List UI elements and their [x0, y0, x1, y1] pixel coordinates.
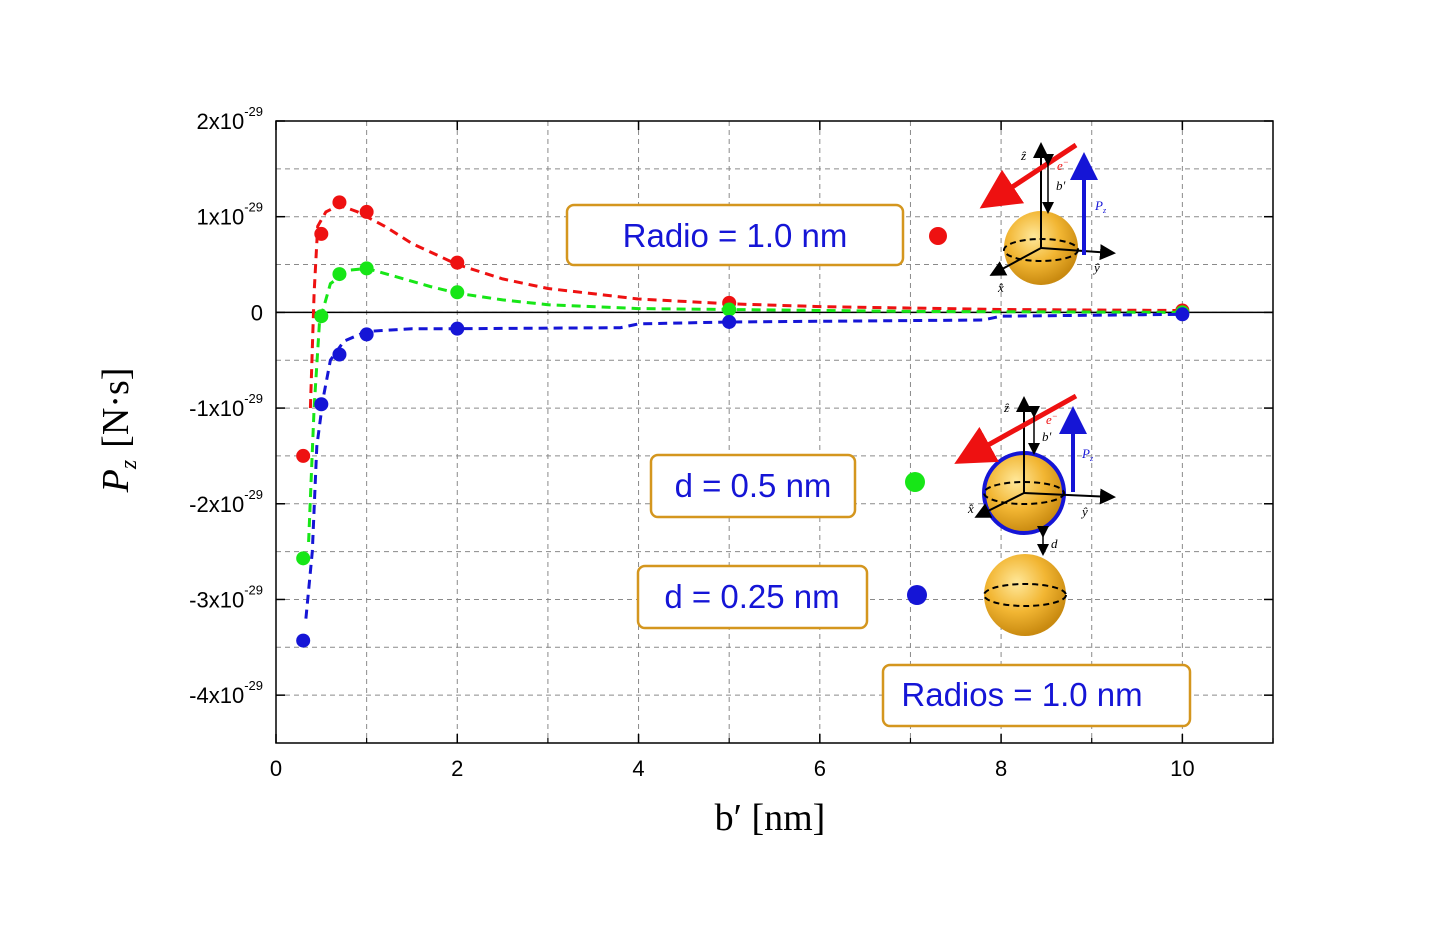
series-2-point	[296, 633, 311, 648]
series-2-point	[332, 347, 347, 362]
legend-box	[649, 453, 857, 519]
series-2-point	[450, 321, 465, 336]
series-1-point	[359, 261, 374, 276]
x-tick-label: 4	[632, 756, 644, 781]
y-axis-unit: [N·s]	[95, 368, 137, 448]
legend-radio: Radio = 1.0 nm	[565, 203, 947, 267]
inset-two-spheres: ẑ ŷ x̂ b′ e− Pz d	[954, 393, 1116, 636]
series-2-point	[314, 397, 329, 412]
y-tick-labels: 2x10-29 1x10-29 0 -1x10-29 -2x10-29 -3x10-29 -…	[189, 104, 263, 708]
series-0-dashed-line	[308, 203, 1183, 409]
x-tick-label: 6	[814, 756, 826, 781]
series-0-point	[359, 204, 374, 219]
note-box	[881, 663, 1192, 728]
y-tick-label: 2x10-29	[196, 104, 263, 134]
pz-label: Pz	[1094, 198, 1107, 215]
legend-marker-red	[929, 227, 947, 245]
z-hat-label: ẑ	[1003, 400, 1010, 415]
svg-text:Pz[N·s]: Pz [N·s]	[95, 368, 142, 494]
b-prime-label: b′	[1042, 429, 1052, 444]
series-2-point	[722, 314, 737, 329]
legend-box	[636, 564, 869, 630]
x-tick-label: 2	[451, 756, 463, 781]
legend-d05: d = 0.5 nm	[649, 453, 925, 519]
legend-label-d05: d = 0.5 nm	[675, 467, 832, 504]
x-tick-labels: 0 2 4 6 8 10	[270, 756, 1195, 781]
series-1-point	[314, 309, 329, 324]
gold-sphere-lower	[984, 554, 1066, 636]
pz-label: Pz	[1081, 446, 1094, 463]
series-0-point	[314, 226, 329, 241]
legend-d025: d = 0.25 nm	[636, 564, 927, 630]
x-tick-label: 8	[995, 756, 1007, 781]
series-0-point	[332, 195, 347, 210]
x-tick-label: 0	[270, 756, 282, 781]
electron-label: e−	[1046, 411, 1058, 427]
series-0-point	[450, 255, 465, 270]
series-1-point	[332, 267, 347, 282]
inset-single-sphere: ẑ ŷ x̂ b′ e− Pz	[979, 142, 1116, 295]
electron-path-arrow	[954, 393, 1078, 464]
x-hat-label: x̂	[997, 280, 1004, 295]
series-layer	[296, 195, 1190, 648]
sphere-equator	[983, 481, 1065, 505]
electron-label: e−	[1057, 157, 1069, 173]
y-hat-label: ŷ	[1080, 504, 1088, 519]
y-axis-title: Pz [N·s]	[95, 368, 142, 494]
x-axis-arrow	[989, 247, 1042, 276]
y-tick-label: 1x10-29	[196, 200, 263, 230]
y-axis-arrow	[1040, 244, 1116, 261]
x-axis-title: b′ [nm]	[715, 797, 826, 839]
y-axis-subscript: z	[116, 459, 142, 470]
electron-path-arrow	[979, 142, 1078, 209]
note-label: Radios = 1.0 nm	[901, 676, 1142, 713]
y-axis-symbol: P	[95, 469, 137, 493]
sphere-equator-lower	[983, 583, 1067, 607]
y-tick-label: -2x10-29	[189, 487, 263, 517]
x-tick-label: 10	[1170, 756, 1194, 781]
x-axis-arrow	[974, 492, 1025, 518]
d-label: d	[1051, 536, 1058, 551]
y-tick-label: 0	[251, 300, 263, 325]
series-0-point	[296, 448, 311, 463]
radios-note: Radios = 1.0 nm	[881, 663, 1192, 728]
legend-label-radio: Radio = 1.0 nm	[623, 217, 848, 254]
series-2-point	[1175, 307, 1190, 322]
series-1-dashed-line	[307, 266, 1183, 543]
y-tick-label: -4x10-29	[189, 678, 263, 708]
plot-frame	[275, 120, 1274, 744]
legend-box	[565, 203, 905, 267]
series-2-point	[359, 327, 374, 342]
y-tick-label: -3x10-29	[189, 582, 263, 612]
z-hat-label: ẑ	[1020, 148, 1027, 163]
legend-marker-green	[905, 472, 925, 492]
series-1-point	[450, 285, 465, 300]
series-1-point	[722, 302, 737, 317]
legend-marker-blue	[907, 585, 927, 605]
y-tick-label: -1x10-29	[189, 391, 263, 421]
series-2-dashed-line	[304, 312, 1183, 619]
axis-ticks	[275, 120, 1274, 743]
x-hat-label: x̂	[967, 501, 974, 516]
y-hat-label: ŷ	[1092, 260, 1100, 275]
series-1-point	[296, 551, 311, 566]
b-prime-label: b′	[1056, 178, 1066, 193]
legend-label-d025: d = 0.25 nm	[664, 578, 839, 615]
y-axis-arrow	[1023, 488, 1116, 505]
